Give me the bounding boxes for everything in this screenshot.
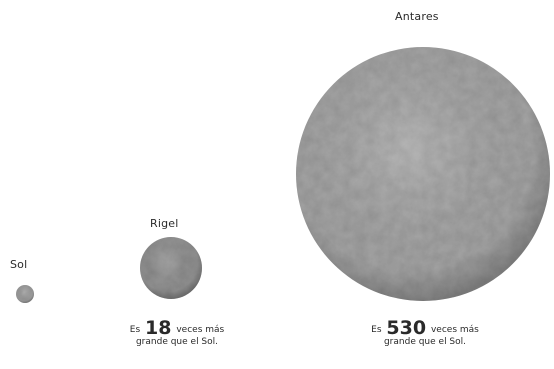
rigel-label: Rigel <box>150 217 179 230</box>
antares-caption-number: 530 <box>386 317 427 339</box>
rigel-caption-prefix: Es <box>129 325 141 335</box>
antares-caption-suffix: veces más <box>430 325 479 335</box>
rigel-caption-number: 18 <box>145 317 172 339</box>
sol-label: Sol <box>10 258 28 271</box>
antares-label: Antares <box>395 10 439 23</box>
antares-caption-prefix: Es <box>371 325 382 335</box>
antares-caption-line2: grande que el Sol. <box>383 337 467 347</box>
rigel-caption-line2: grande que el Sol. <box>135 337 219 347</box>
antares-caption: Es 530 veces más grande que el Sol. <box>340 319 510 348</box>
rigel-caption: Es 18 veces más grande que el Sol. <box>92 319 262 348</box>
rigel-caption-suffix: veces más <box>176 325 225 335</box>
